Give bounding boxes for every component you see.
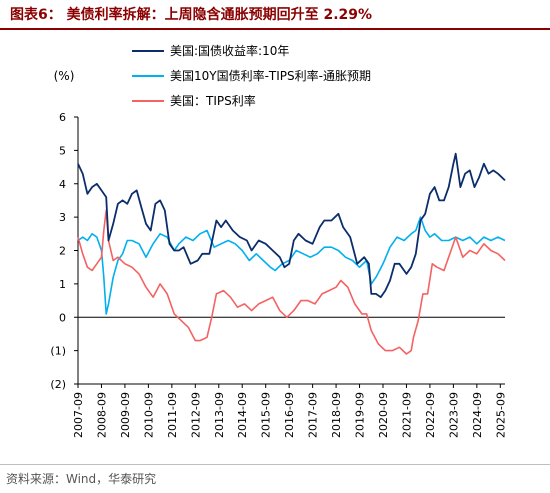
y-tick-label: 6 xyxy=(59,111,66,124)
x-tick-label: 2012-09 xyxy=(189,392,202,438)
x-tick-label: 2022-09 xyxy=(424,392,437,438)
x-tick-label: 2024-09 xyxy=(471,392,484,438)
source-divider xyxy=(0,464,550,465)
legend-label-1: 美国10Y国债利率-TIPS利率-通胀预期 xyxy=(170,68,371,83)
x-tick-label: 2011-09 xyxy=(166,392,179,438)
x-tick-label: 2017-09 xyxy=(307,392,320,438)
y-tick-label: 4 xyxy=(59,178,66,191)
y-axis-unit: (%) xyxy=(54,69,75,83)
legend-label-2: 美国：TIPS利率 xyxy=(170,93,256,108)
x-tick-label: 2020-09 xyxy=(377,392,390,438)
x-tick-label: 2018-09 xyxy=(330,392,343,438)
x-tick-label: 2015-09 xyxy=(260,392,273,438)
x-tick-label: 2019-09 xyxy=(354,392,367,438)
y-tick-label: 2 xyxy=(59,245,66,258)
x-tick-label: 2021-09 xyxy=(400,392,413,438)
y-tick-label: 5 xyxy=(59,144,66,157)
x-tick-label: 2009-09 xyxy=(119,392,132,438)
x-tick-label: 2008-09 xyxy=(95,392,108,438)
y-tick-label: 3 xyxy=(59,211,66,224)
legend-label-0: 美国:国债收益率:10年 xyxy=(170,43,289,58)
y-tick-label: 1 xyxy=(59,278,66,291)
title-bar: 图表6： 美债利率拆解：上周隐含通胀预期回升至 2.29% xyxy=(0,0,550,30)
y-tick-label: (1) xyxy=(50,345,66,358)
x-tick-label: 2014-09 xyxy=(236,392,249,438)
x-tick-label: 2007-09 xyxy=(72,392,85,438)
chart-title: 图表6： 美债利率拆解：上周隐含通胀预期回升至 2.29% xyxy=(10,7,373,23)
x-tick-label: 2023-09 xyxy=(447,392,460,438)
series-line-2 xyxy=(77,209,506,355)
x-tick-label: 2010-09 xyxy=(142,392,155,438)
y-tick-label: 0 xyxy=(59,311,66,324)
x-tick-label: 2025-09 xyxy=(494,392,507,438)
y-tick-label: (2) xyxy=(50,378,66,391)
series-line-0 xyxy=(77,152,506,299)
x-tick-label: 2013-09 xyxy=(213,392,226,438)
x-tick-label: 2016-09 xyxy=(283,392,296,438)
chart: (%) 6 5 4 3 2 1 0 (1) (2) 2007-09 2008-09 2009-09 201… xyxy=(50,43,507,438)
series-line-1 xyxy=(77,216,506,315)
source-note: 资料来源：Wind，华泰研究 xyxy=(6,472,157,486)
